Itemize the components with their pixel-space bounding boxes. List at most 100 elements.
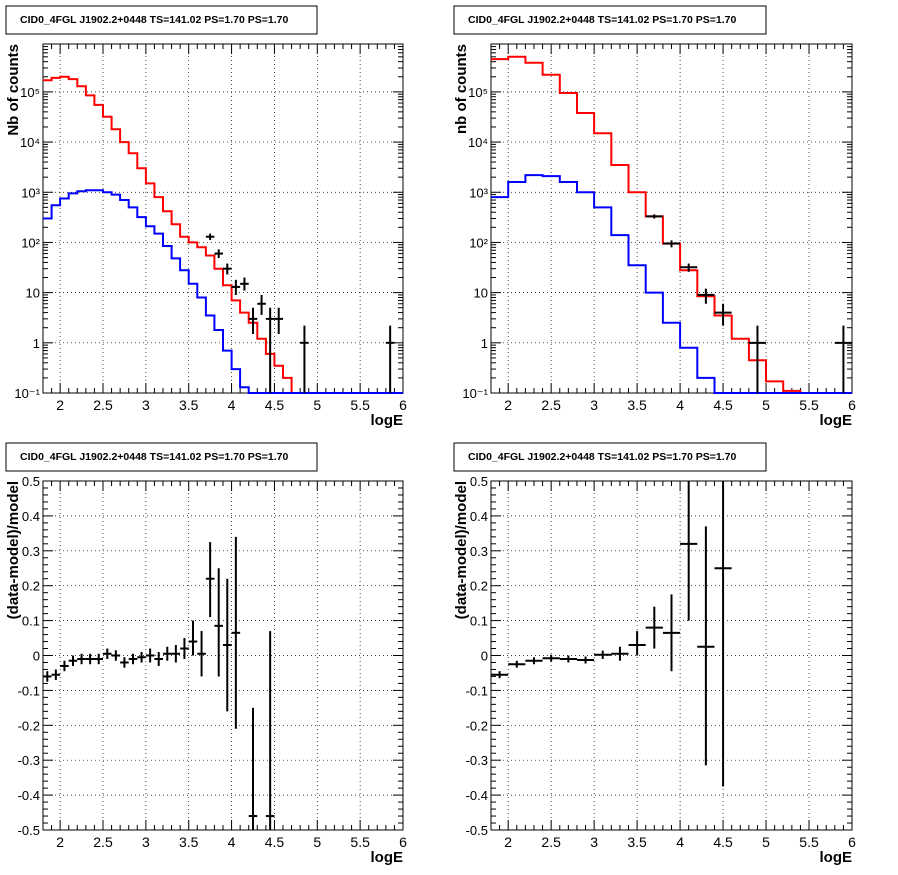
y-axis-title: nb of counts bbox=[453, 44, 470, 134]
component-histogram-line bbox=[43, 189, 403, 394]
x-tick-label: 5 bbox=[762, 397, 770, 413]
data-point bbox=[137, 652, 146, 663]
y-tick-label: 0.4 bbox=[470, 509, 488, 524]
x-tick-label: 3.5 bbox=[627, 397, 647, 413]
x-tick-label: 3.5 bbox=[179, 834, 199, 850]
x-tick-label: 4.5 bbox=[713, 397, 733, 413]
data-point bbox=[274, 307, 283, 334]
y-tick-label: 10³ bbox=[21, 185, 40, 200]
x-tick-label: 5.5 bbox=[799, 834, 819, 850]
x-tick-label: 6 bbox=[848, 834, 856, 850]
data-point bbox=[214, 249, 223, 258]
x-tick-label: 3.5 bbox=[179, 397, 199, 413]
data-point bbox=[248, 307, 258, 334]
y-tick-label: 0.2 bbox=[470, 579, 488, 594]
data-point bbox=[223, 263, 232, 275]
data-point bbox=[77, 653, 86, 665]
data-point bbox=[180, 638, 189, 659]
data-point bbox=[714, 303, 732, 326]
x-tick-label: 2 bbox=[504, 397, 512, 413]
y-tick-label: 10² bbox=[469, 235, 488, 250]
x-tick-label: 4 bbox=[676, 834, 684, 850]
y-tick-label: 0.3 bbox=[22, 544, 40, 559]
data-point bbox=[68, 655, 78, 666]
x-tick-label: 5.5 bbox=[799, 397, 819, 413]
x-tick-label: 3 bbox=[590, 834, 598, 850]
y-tick-label: 10 bbox=[26, 286, 40, 301]
x-axis-title: logE bbox=[371, 412, 404, 429]
x-tick-label: 4.5 bbox=[713, 834, 733, 850]
data-point bbox=[231, 536, 241, 729]
data-point bbox=[300, 325, 309, 393]
data-point bbox=[240, 277, 249, 291]
data-point bbox=[94, 653, 103, 665]
data-point bbox=[154, 652, 163, 666]
x-tick-label: 3 bbox=[142, 397, 150, 413]
data-point bbox=[257, 294, 266, 315]
data-point bbox=[576, 656, 595, 664]
data-point bbox=[103, 648, 112, 659]
y-tick-label: -0.3 bbox=[18, 753, 40, 768]
data-point bbox=[231, 279, 241, 295]
data-point bbox=[248, 707, 258, 830]
x-tick-label: 2.5 bbox=[93, 397, 113, 413]
y-tick-label: 0.5 bbox=[470, 474, 488, 489]
y-axis-title: Nb of counts bbox=[5, 44, 22, 136]
y-tick-label: -0.1 bbox=[466, 683, 488, 698]
y-tick-label: -0.2 bbox=[18, 718, 40, 733]
y-axis-title: (data-model)/model bbox=[5, 481, 22, 619]
chart-panel-1: 2 2.5 3 3.5 4 4.5 5 5.5 6 10⁻¹ 1 10 10² 10³ 10⁴ 10⁵ logE… bbox=[5, 5, 407, 429]
data-point bbox=[559, 655, 577, 663]
x-tick-label: 3.5 bbox=[627, 834, 647, 850]
data-point bbox=[662, 594, 681, 672]
y-tick-label: -0.2 bbox=[466, 718, 488, 733]
data-point bbox=[748, 325, 767, 393]
y-tick-label: 0.2 bbox=[22, 579, 40, 594]
data-point bbox=[385, 325, 395, 393]
y-tick-label: 10² bbox=[21, 235, 40, 250]
title-box bbox=[5, 442, 318, 472]
x-tick-label: 2.5 bbox=[93, 834, 113, 850]
data-point bbox=[628, 631, 646, 656]
data-point bbox=[525, 657, 543, 665]
x-tick-label: 4 bbox=[228, 834, 236, 850]
x-tick-label: 3 bbox=[142, 834, 150, 850]
chart-panel-4: 2 2.5 3 3.5 4 4.5 5 5.5 6 -0.5 -0.4 -0.3 -0.2 -0.1 0 0.… bbox=[453, 442, 856, 866]
x-axis-title: logE bbox=[820, 412, 853, 429]
y-tick-label: -0.5 bbox=[18, 823, 40, 838]
data-point bbox=[714, 481, 732, 787]
y-tick-label: 1 bbox=[481, 336, 488, 351]
y-tick-label: 10⁴ bbox=[468, 135, 488, 150]
model-histogram-line bbox=[491, 55, 852, 394]
data-point bbox=[662, 240, 681, 248]
chart-title: CID0_4FGL J1902.2+0448 TS=141.02 PS=1.70… bbox=[20, 14, 288, 26]
y-tick-label: 10⁵ bbox=[468, 85, 488, 100]
data-point bbox=[645, 214, 663, 219]
y-tick-label: -0.4 bbox=[18, 788, 40, 803]
y-tick-label: 10 bbox=[474, 286, 488, 301]
data-point bbox=[214, 568, 223, 677]
data-point bbox=[128, 653, 138, 665]
x-tick-label: 4 bbox=[228, 397, 236, 413]
data-point bbox=[697, 288, 715, 304]
data-point bbox=[171, 645, 181, 663]
data-point bbox=[43, 671, 52, 682]
x-tick-label: 4.5 bbox=[265, 397, 285, 413]
x-tick-label: 2 bbox=[504, 834, 512, 850]
data-point bbox=[51, 669, 61, 680]
y-tick-label: 0.4 bbox=[22, 509, 40, 524]
y-tick-label: 10⁻¹ bbox=[14, 386, 40, 401]
y-tick-label: -0.4 bbox=[466, 788, 488, 803]
x-tick-label: 4.5 bbox=[265, 834, 285, 850]
x-tick-label: 4 bbox=[676, 397, 684, 413]
x-tick-label: 6 bbox=[848, 397, 856, 413]
chart-title: CID0_4FGL J1902.2+0448 TS=141.02 PS=1.70… bbox=[468, 14, 736, 26]
data-point bbox=[120, 657, 129, 668]
data-point bbox=[145, 648, 155, 663]
y-tick-label: 0.1 bbox=[470, 614, 488, 629]
y-tick-label: 1 bbox=[33, 336, 40, 351]
data-point bbox=[594, 650, 612, 659]
data-point bbox=[265, 307, 275, 393]
y-tick-label: 10⁻¹ bbox=[462, 386, 488, 401]
